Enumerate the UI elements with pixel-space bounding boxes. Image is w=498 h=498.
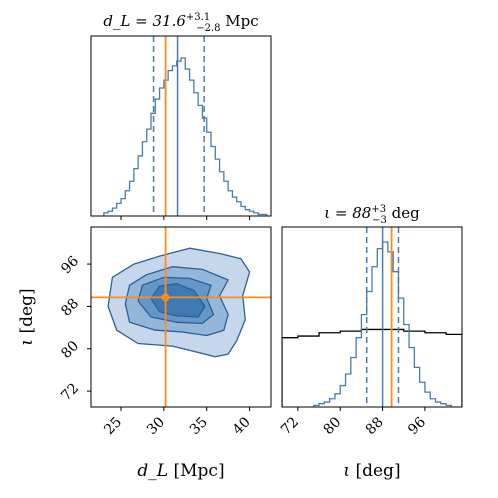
iota-x-tick-label: 72	[278, 414, 302, 438]
iota-marginal-panel: 72 80 88 96 ι = 88+3 −3 deg ι [deg]	[278, 204, 463, 481]
joint-panel: 25 30 35 40 72 80 88 96 d_L [Mpc] ι [deg]	[17, 226, 272, 481]
credible-contours	[107, 247, 251, 358]
joint-y-ticks: 72 80 88 96	[58, 253, 91, 404]
iota-marginal-frame	[281, 226, 463, 408]
dL-marginal-plot	[103, 36, 268, 216]
iota-x-tick-label: 80	[320, 414, 344, 438]
dL-marginal-frame	[90, 35, 272, 217]
joint-x-tick-label: 35	[187, 414, 211, 438]
iota-panel-title: ι = 88+3 −3 deg	[324, 204, 420, 226]
joint-y-tick-label: 80	[58, 338, 82, 362]
dL-histogram	[103, 57, 268, 216]
joint-plot	[91, 227, 271, 407]
dL-axis-label: d_L [Mpc]	[137, 461, 224, 481]
joint-x-tick-label: 30	[144, 414, 168, 438]
joint-y-tick-label: 88	[58, 296, 82, 320]
joint-x-tick-label: 40	[230, 414, 254, 438]
joint-x-ticks: 25 30 35 40	[101, 407, 254, 438]
joint-frame	[90, 226, 272, 408]
joint-y-tick-label: 72	[58, 380, 82, 404]
iota-prior-histogram	[282, 328, 462, 407]
dL-marginal-x-ticks	[120, 216, 251, 220]
dL-panel-title: d_L = 31.6+3.1 −2.8 Mpc	[103, 12, 258, 34]
joint-truth-marker	[161, 293, 170, 302]
iota-x-tick-label: 88	[363, 414, 387, 438]
iota-marginal-plot	[282, 227, 462, 407]
joint-y-tick-label: 96	[58, 253, 82, 277]
iota-x-ticks: 72 80 88 96	[278, 407, 429, 438]
dL-marginal-panel: d_L = 31.6+3.1 −2.8 Mpc	[90, 12, 272, 220]
iota-x-tick-label: 96	[405, 414, 429, 438]
iota-x-axis-label: ι [deg]	[343, 461, 400, 481]
joint-x-tick-label: 25	[101, 414, 125, 438]
iota-axis-label: ι [deg]	[17, 288, 37, 345]
